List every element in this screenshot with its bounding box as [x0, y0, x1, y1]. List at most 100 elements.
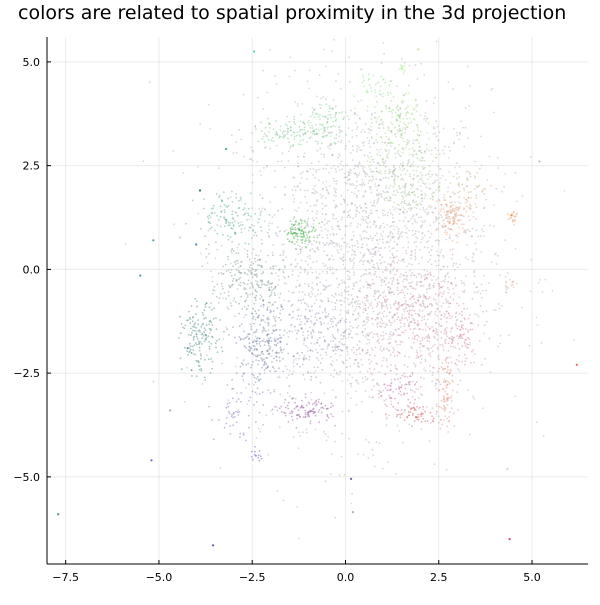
data-point	[387, 307, 389, 309]
data-point	[276, 83, 278, 85]
data-point	[303, 236, 305, 238]
data-point	[356, 226, 358, 228]
data-point	[437, 150, 439, 152]
data-point	[348, 337, 350, 339]
data-point	[149, 81, 151, 83]
data-point	[215, 317, 217, 319]
data-point	[246, 219, 248, 221]
data-point	[449, 369, 451, 371]
data-point	[412, 390, 414, 392]
data-point	[402, 220, 404, 222]
data-point	[403, 73, 405, 75]
data-point	[318, 169, 320, 171]
data-point	[411, 297, 413, 299]
data-point	[236, 280, 238, 282]
data-point	[307, 264, 309, 266]
data-point	[325, 181, 327, 183]
data-point	[387, 461, 389, 463]
data-point	[414, 366, 416, 368]
data-point	[199, 350, 201, 352]
data-point	[200, 326, 202, 328]
data-point	[250, 270, 252, 272]
data-point	[306, 222, 308, 224]
data-point	[318, 161, 320, 163]
data-point	[453, 223, 455, 225]
data-point	[410, 258, 412, 260]
data-point	[275, 265, 277, 267]
data-point	[381, 365, 383, 367]
data-point	[353, 258, 355, 260]
data-point	[321, 301, 323, 303]
data-point	[359, 118, 361, 120]
data-point	[363, 237, 365, 239]
data-point	[275, 352, 277, 354]
data-point	[404, 325, 406, 327]
data-point	[281, 349, 283, 351]
data-point	[349, 357, 351, 359]
data-point	[222, 266, 224, 268]
data-point	[422, 207, 424, 209]
data-point	[401, 133, 403, 135]
data-point	[411, 264, 413, 266]
data-point	[259, 373, 261, 375]
data-point	[343, 281, 345, 283]
data-point	[459, 313, 461, 315]
data-point	[448, 306, 450, 308]
data-point	[256, 276, 258, 278]
data-point	[450, 196, 452, 198]
data-point	[181, 323, 183, 325]
data-point	[318, 409, 320, 411]
data-point	[313, 168, 315, 170]
data-point	[410, 304, 412, 306]
data-point	[349, 333, 351, 335]
data-point	[457, 384, 459, 386]
data-point	[371, 122, 373, 124]
data-point	[354, 301, 356, 303]
data-point	[391, 322, 393, 324]
data-point	[425, 174, 427, 176]
data-point	[307, 210, 309, 212]
data-point	[260, 455, 262, 457]
data-point	[247, 274, 249, 276]
data-point	[301, 328, 303, 330]
data-point	[276, 410, 278, 412]
data-point	[300, 272, 302, 274]
data-point	[237, 288, 239, 290]
data-point	[197, 338, 199, 340]
data-point	[360, 259, 362, 261]
data-point	[373, 248, 375, 250]
data-point	[473, 212, 475, 214]
data-point	[312, 111, 314, 113]
data-point	[238, 129, 240, 131]
data-point	[413, 191, 415, 193]
data-point	[438, 415, 440, 417]
data-point	[434, 132, 436, 134]
data-point	[407, 142, 409, 144]
data-point	[381, 323, 383, 325]
data-point	[435, 189, 437, 191]
data-point	[339, 169, 341, 171]
data-point	[200, 228, 202, 230]
data-point	[314, 303, 316, 305]
data-point	[263, 338, 265, 340]
data-point	[209, 128, 211, 130]
data-point	[328, 114, 330, 116]
data-point	[393, 174, 395, 176]
data-point	[392, 206, 394, 208]
data-point	[401, 305, 403, 307]
data-point	[326, 234, 328, 236]
data-point	[263, 304, 265, 306]
data-point	[329, 269, 331, 271]
data-point	[359, 315, 361, 317]
data-point	[425, 336, 427, 338]
data-point	[306, 404, 308, 406]
data-point	[268, 338, 270, 340]
data-point	[349, 178, 351, 180]
data-point	[291, 398, 293, 400]
data-point	[407, 165, 409, 167]
data-point	[276, 345, 278, 347]
data-point	[409, 298, 411, 300]
data-point	[394, 241, 396, 243]
data-point	[489, 338, 491, 340]
data-point	[413, 363, 415, 365]
